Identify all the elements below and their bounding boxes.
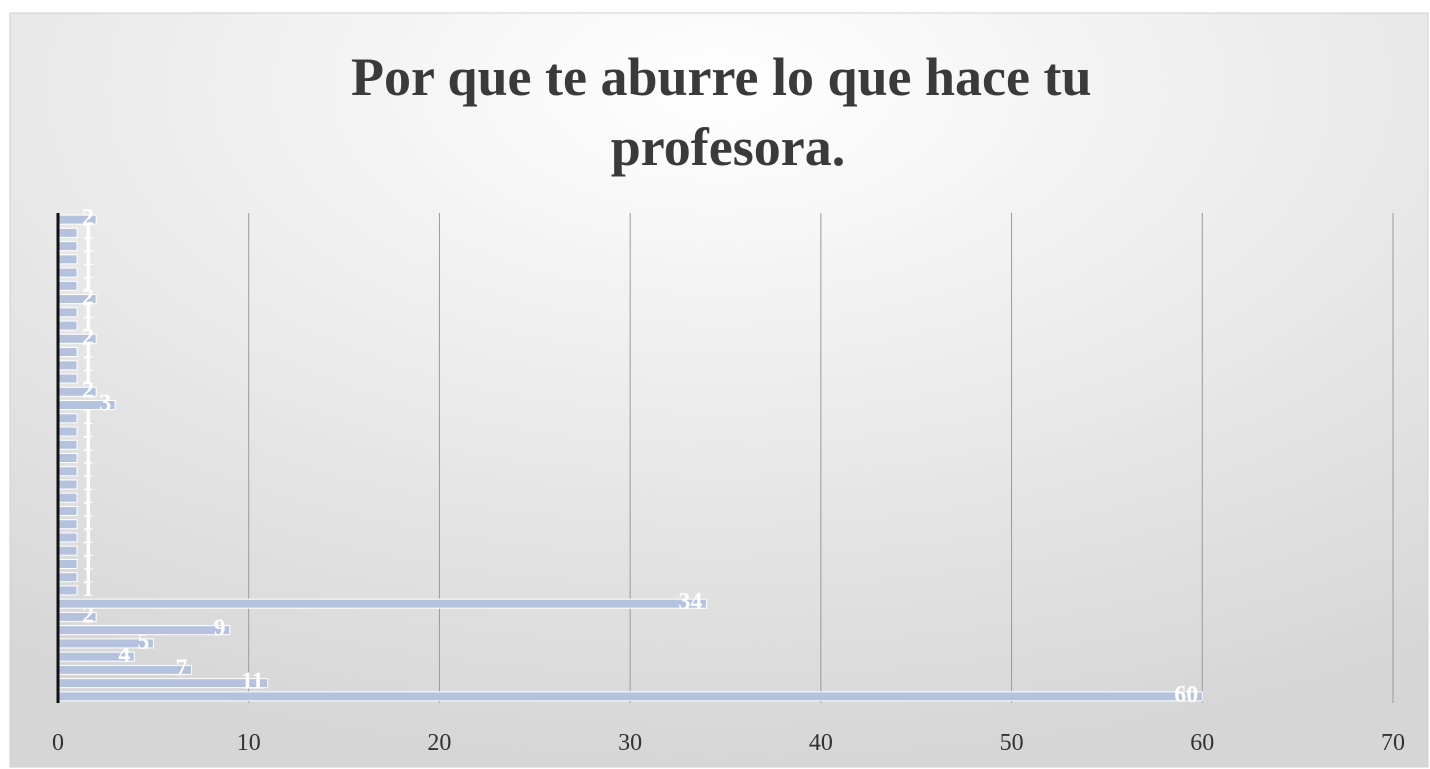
data-label: 3 [99,391,111,417]
data-label: 1 [82,457,94,483]
data-label: 2 [82,205,94,231]
bar [57,585,78,596]
bar [57,347,78,358]
bar [57,254,78,265]
bar [57,373,78,384]
bar [57,532,78,543]
data-label: 2 [82,324,94,350]
x-tick-label: 0 [52,730,64,756]
data-label: 1 [82,444,94,470]
data-label: 1 [82,271,94,297]
x-tick-label: 60 [1190,730,1214,756]
data-label: 5 [137,629,149,655]
title-line: Por que te aburre lo que hace tu [351,47,1091,107]
data-label: 1 [82,364,94,390]
bar [57,519,78,530]
data-label: 60 [1174,682,1198,708]
data-label: 7 [176,655,188,681]
bar [57,280,78,291]
bar [57,453,78,463]
x-tick-label: 30 [618,730,642,756]
bar [57,439,78,450]
data-label: 1 [82,417,94,443]
data-label: 1 [82,338,94,364]
data-label: 1 [82,576,94,602]
data-label: 1 [82,404,94,430]
bar [57,598,707,609]
bar [57,413,78,424]
bar [57,241,78,252]
data-label: 2 [82,377,94,403]
x-tick-label: 10 [237,730,261,756]
data-label: 1 [82,483,94,509]
data-label: 11 [241,669,264,695]
x-tick-label: 50 [1000,730,1024,756]
bar [57,426,78,437]
bar [57,572,78,583]
x-tick-label: 70 [1381,730,1405,756]
data-label: 1 [82,298,94,324]
data-label: 1 [82,218,94,244]
data-label: 1 [82,232,94,258]
bar [57,307,78,318]
bar [57,479,78,490]
data-label: 1 [82,496,94,522]
data-label: 1 [82,470,94,496]
bar [57,360,78,371]
data-label: 1 [82,510,94,536]
data-label: 1 [82,430,94,456]
data-label: 4 [118,642,130,668]
data-label: 2 [82,602,94,628]
data-label: 9 [214,616,226,642]
data-label: 1 [82,563,94,589]
bar [57,466,78,477]
bar [57,558,78,569]
chart-background [9,12,1429,768]
data-label: 1 [82,536,94,562]
data-label: 1 [82,258,94,284]
data-label: 34 [678,589,702,615]
bar [57,320,78,331]
x-tick-label: 40 [809,730,833,756]
data-label: 2 [82,285,94,311]
chart-title: Por que te aburre lo que hace tu profeso… [351,47,1105,177]
x-tick-label: 20 [427,730,451,756]
data-label: 1 [82,351,94,377]
bar [57,492,78,503]
data-label: 1 [82,311,94,337]
bar [57,505,78,516]
data-label: 1 [82,245,94,271]
bar [57,691,1203,702]
bar [57,545,78,556]
data-label: 1 [82,549,94,575]
bar [57,678,269,689]
bar [57,267,78,278]
bar [57,227,78,238]
data-label: 1 [82,523,94,549]
title-line: profesora. [611,117,845,177]
